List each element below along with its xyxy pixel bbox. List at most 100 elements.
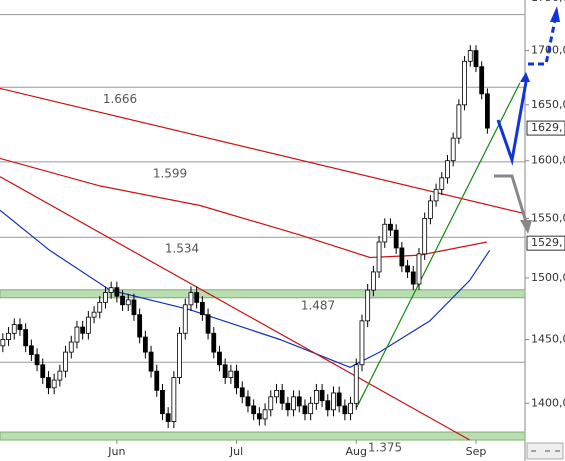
candle-body (319, 389, 325, 402)
x-tick-label: Jul (229, 445, 243, 458)
candle-body (137, 314, 143, 338)
y-tick-label: 1400,0 (531, 396, 565, 409)
candle-body (370, 271, 376, 291)
price-tag (526, 120, 565, 136)
candle-body (308, 402, 314, 415)
candle-body (422, 217, 428, 255)
candle-body (17, 324, 23, 330)
candle-body (445, 160, 450, 179)
candle-body (234, 370, 239, 389)
candle-body (462, 60, 467, 106)
y-tick-label: 1550,0 (531, 211, 565, 224)
candle-body (359, 320, 365, 366)
level-label: 1.487 (301, 298, 335, 312)
candle-body (34, 354, 40, 366)
candle-body (125, 299, 131, 306)
candle-body (103, 292, 108, 303)
candle-body (342, 405, 348, 415)
y-tick-label: 1750,0 (531, 0, 565, 4)
candle-body (165, 413, 171, 422)
candle-body (148, 351, 154, 372)
candle-body (6, 332, 11, 340)
support-band (0, 431, 526, 441)
forecast-arrow-down (494, 174, 528, 223)
candle-body (251, 405, 257, 415)
candle-body (279, 389, 285, 404)
candle-body (331, 392, 336, 411)
candle-body (182, 304, 188, 334)
candle-body (205, 314, 211, 334)
candle-body (325, 400, 331, 411)
candle-body (302, 405, 308, 415)
candle-body (188, 292, 194, 306)
candle-body (222, 364, 228, 378)
candle-body (365, 289, 371, 322)
candle-body (154, 370, 160, 391)
price-tag-label: 1529, (531, 236, 563, 249)
candle-body (74, 326, 80, 343)
candle-body (268, 396, 274, 411)
x-tick-label: Sep (466, 445, 487, 458)
candle-body (177, 332, 182, 378)
candle-body (211, 332, 217, 353)
candle-body (479, 66, 485, 95)
overlay-line (356, 82, 521, 408)
candle-body (217, 351, 222, 366)
candle-body (291, 396, 296, 411)
level-label: 1.666 (103, 92, 137, 106)
candle-body (142, 336, 148, 353)
scroll-buttons[interactable] (526, 442, 564, 460)
candle-body (274, 389, 279, 398)
candle-body (245, 396, 251, 407)
candle-body (353, 364, 359, 404)
y-tick-label: 1450,0 (531, 333, 565, 346)
forecast-arrow-dashed (528, 19, 557, 66)
candle-body (80, 326, 86, 334)
candle-body (410, 271, 416, 285)
candle-body (382, 223, 388, 243)
price-tag (526, 235, 565, 251)
forecast-arrow-up (496, 81, 528, 166)
candle-body (131, 299, 137, 316)
candle-body (467, 50, 473, 62)
candle-body (11, 324, 17, 334)
plot-area (0, 0, 525, 440)
candle-body (40, 364, 46, 378)
candle-body (376, 241, 382, 273)
candle-body (484, 93, 490, 129)
candle-body (336, 392, 342, 407)
level-label: 1.599 (153, 166, 187, 180)
candle-body (194, 292, 200, 303)
overlay-line (0, 176, 470, 441)
candle-body (0, 339, 6, 347)
candle-body (433, 188, 439, 202)
level-label: 1.375 (368, 441, 402, 455)
candle-body (68, 341, 74, 353)
candle-body (388, 223, 393, 231)
candle-body (416, 253, 422, 285)
candle-body (46, 377, 51, 389)
candle-body (456, 104, 462, 139)
support-band (0, 289, 526, 299)
candle-body (120, 295, 125, 306)
candle-body (239, 387, 245, 398)
candle-body (108, 287, 114, 293)
candle-body (427, 200, 433, 219)
candle-body (285, 402, 291, 411)
arrow-head (520, 220, 532, 234)
candle-body (296, 396, 302, 407)
candle-body (160, 389, 165, 415)
price-tag-label: 1629, (531, 121, 563, 134)
candle-body (28, 345, 34, 356)
candle-body (473, 50, 479, 68)
candle-body (57, 370, 63, 381)
candle-body (439, 177, 445, 190)
y-tick-label: 1500,0 (531, 271, 565, 284)
candle-body (450, 137, 456, 162)
candle-body (256, 413, 262, 420)
candle-body (399, 247, 405, 267)
candle-body (51, 379, 57, 389)
candle-body (23, 329, 29, 347)
